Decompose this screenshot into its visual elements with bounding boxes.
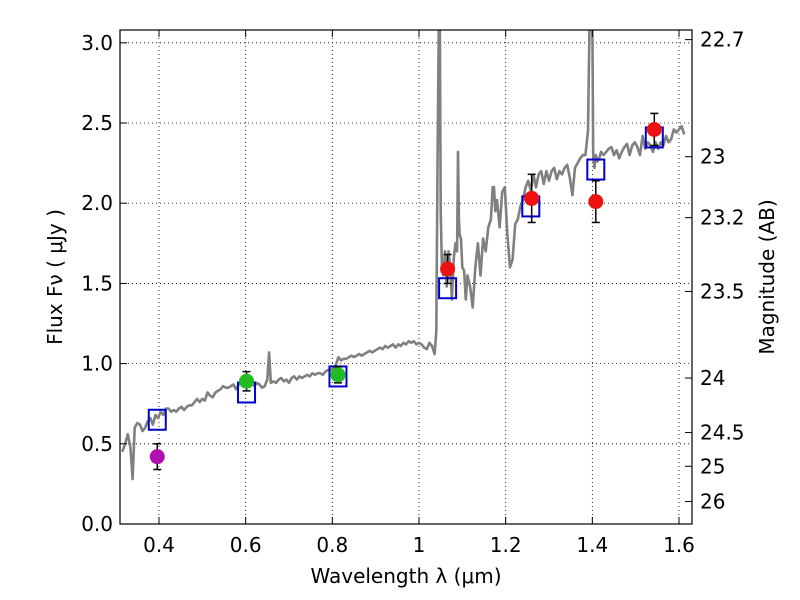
- observed-point: [149, 449, 165, 465]
- x-tick-label: 1.4: [576, 533, 608, 557]
- observed-point: [440, 261, 456, 277]
- y-tick-label: 1.0: [81, 352, 113, 376]
- y-axis-label: Flux Fν ( μJy ): [43, 209, 67, 345]
- observed-point: [330, 367, 346, 383]
- observed-point-layer: [149, 112, 662, 471]
- mag-tick-label: 22.7: [700, 28, 745, 52]
- mag-tick-label: 23.2: [700, 206, 745, 230]
- mag-tick-label: 24: [700, 366, 725, 390]
- x-tick-label: 1.6: [663, 533, 695, 557]
- spectrum-line: [120, 30, 686, 481]
- mag-tick-label: 23.5: [700, 279, 745, 303]
- tick-layer: 0.4 0.6 0.8 1 1.2 1.4 1.6 0.0 0.5 1.0 1.5 2.0 2.5 3.0…: [81, 28, 744, 557]
- spectrum-layer: [120, 30, 686, 481]
- x-tick-label: 1.2: [490, 533, 522, 557]
- y2-axis-label: Magnitude (AB): [755, 199, 779, 354]
- x-tick-label: 0.8: [316, 533, 348, 557]
- x-axis-label: Wavelength λ (μm): [310, 564, 501, 588]
- y-tick-label: 2.0: [81, 191, 113, 215]
- plot-frame: [119, 29, 693, 525]
- y-tick-label: 0.5: [81, 432, 113, 456]
- model-box-layer: [147, 126, 664, 431]
- x-tick-label: 0.4: [143, 533, 175, 557]
- observed-point: [588, 194, 604, 210]
- model-box: [147, 408, 167, 431]
- y-tick-label: 1.5: [81, 271, 113, 295]
- y-tick-label: 0.0: [81, 512, 113, 536]
- observed-point: [646, 121, 662, 137]
- mag-tick-label: 26: [700, 490, 725, 514]
- mag-tick-label: 23: [700, 145, 725, 169]
- mag-tick-label: 25: [700, 454, 725, 478]
- observed-point: [524, 190, 540, 206]
- x-tick-label: 0.6: [230, 533, 262, 557]
- grid: [120, 30, 692, 525]
- y-tick-label: 3.0: [81, 31, 113, 55]
- y-tick-label: 2.5: [81, 111, 113, 135]
- model-box: [586, 158, 606, 181]
- mag-tick-label: 24.5: [700, 421, 745, 445]
- x-tick-label: 1: [413, 533, 426, 557]
- observed-point: [239, 373, 255, 389]
